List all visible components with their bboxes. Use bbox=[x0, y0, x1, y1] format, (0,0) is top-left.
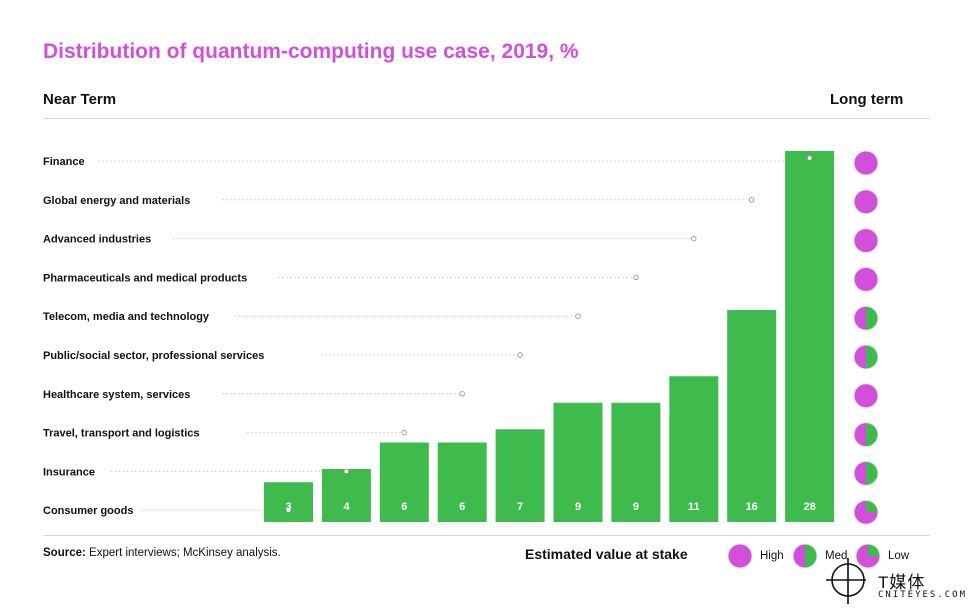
long-term-label: Long term bbox=[830, 91, 904, 108]
bottom-divider bbox=[43, 535, 930, 536]
legend-high-icon bbox=[727, 543, 753, 569]
value-at-stake-icon bbox=[853, 422, 879, 448]
legend-item-med: Med bbox=[792, 543, 848, 569]
value-at-stake-icon bbox=[853, 383, 879, 409]
chart-title: Distribution of quantum-computing use ca… bbox=[43, 40, 579, 63]
category-label: Insurance bbox=[43, 466, 95, 478]
marker-dot bbox=[401, 429, 407, 436]
bar bbox=[321, 469, 371, 522]
legend-pie bbox=[792, 543, 818, 569]
marker-dot bbox=[517, 352, 523, 358]
marker-dot bbox=[691, 235, 697, 242]
legend-high-label: High bbox=[760, 550, 784, 562]
marker-dot bbox=[806, 155, 813, 161]
value-at-stake-icon bbox=[853, 228, 879, 254]
legend-pie bbox=[727, 543, 753, 569]
value-at-stake-icon bbox=[853, 344, 879, 370]
bar-value-label: 9 bbox=[575, 501, 581, 513]
marker-dot bbox=[633, 274, 639, 281]
category-label: Travel, transport and logistics bbox=[43, 428, 200, 440]
bar-value-label: 28 bbox=[803, 501, 815, 513]
bar-value-label: 16 bbox=[746, 501, 758, 513]
bar-value-label: 11 bbox=[688, 501, 700, 513]
watermark: T媒体 CNITEYES.COM bbox=[826, 558, 976, 608]
bar-value-label: 7 bbox=[517, 501, 523, 513]
watermark-logo-icon bbox=[826, 558, 866, 604]
bar bbox=[437, 442, 487, 522]
bar bbox=[495, 429, 545, 522]
category-label: Public/social sector, professional servi… bbox=[43, 350, 264, 362]
bar bbox=[669, 376, 719, 522]
legend-item-high: High bbox=[727, 543, 784, 569]
marker-dot bbox=[285, 507, 292, 513]
value-at-stake-icon bbox=[853, 499, 879, 525]
bar-value-label: 6 bbox=[459, 501, 465, 513]
bar-value-label: 6 bbox=[401, 501, 407, 513]
marker-dot bbox=[575, 313, 581, 319]
bar bbox=[264, 482, 313, 522]
category-label: Pharmaceuticals and medical products bbox=[43, 272, 247, 284]
legend-low-icon bbox=[855, 543, 881, 569]
source-note: Source: Expert interviews; McKinsey anal… bbox=[43, 547, 281, 559]
marker-dot bbox=[749, 197, 755, 203]
legend-low-label: Low bbox=[888, 550, 910, 562]
source-text: Expert interviews; McKinsey analysis. bbox=[85, 547, 281, 559]
legend-med-icon bbox=[792, 543, 818, 569]
legend-title: Estimated value at stake bbox=[525, 546, 688, 562]
bar bbox=[553, 402, 603, 522]
category-label: Healthcare system, services bbox=[43, 389, 190, 401]
marker-dot bbox=[459, 391, 465, 397]
category-label: Advanced industries bbox=[43, 234, 151, 246]
category-label: Consumer goods bbox=[43, 505, 133, 517]
bar-value-label: 3 bbox=[285, 501, 291, 513]
bar bbox=[379, 442, 429, 522]
bar-value-label: 9 bbox=[633, 501, 639, 513]
near-term-label: Near Term bbox=[43, 91, 117, 108]
source-label: Source: bbox=[43, 547, 86, 559]
value-at-stake-icon bbox=[853, 460, 879, 486]
value-at-stake-icon bbox=[853, 266, 879, 292]
bar bbox=[727, 310, 777, 522]
bar bbox=[785, 151, 835, 522]
watermark-en: CNITEYES.COM bbox=[878, 590, 968, 600]
category-label: Global energy and materials bbox=[43, 195, 190, 207]
value-at-stake-icon bbox=[853, 305, 879, 331]
legend-med-label: Med bbox=[825, 550, 848, 562]
marker-dot bbox=[343, 468, 350, 475]
bar-value-label: 4 bbox=[343, 501, 350, 513]
category-label: Telecom, media and technology bbox=[43, 311, 210, 323]
bar bbox=[611, 402, 661, 522]
value-at-stake-icon bbox=[853, 189, 879, 215]
top-divider bbox=[43, 118, 930, 119]
watermark-cn: T媒体 bbox=[878, 573, 926, 592]
legend-pie bbox=[855, 543, 881, 569]
value-at-stake-icon bbox=[853, 150, 879, 176]
legend-item-low: Low bbox=[855, 543, 910, 569]
category-label: Finance bbox=[43, 156, 85, 168]
